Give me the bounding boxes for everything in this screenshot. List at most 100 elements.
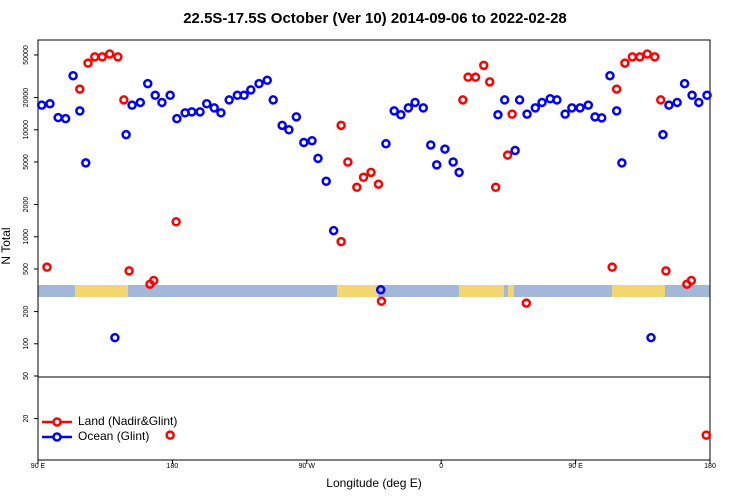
point: [284, 125, 294, 135]
point: [617, 158, 627, 168]
x-tick-label: 0: [439, 463, 443, 470]
point: [201, 99, 212, 109]
point: [661, 266, 671, 276]
point: [458, 95, 468, 105]
plot-frame: [37, 39, 711, 461]
point: [389, 106, 399, 116]
point: [143, 78, 153, 89]
point: [135, 97, 146, 108]
point: [75, 84, 85, 94]
point: [448, 157, 458, 167]
point: [642, 49, 653, 59]
point: [510, 145, 520, 156]
point: [262, 75, 272, 86]
point: [97, 52, 107, 62]
point: [299, 137, 309, 148]
point: [171, 217, 181, 227]
point: [611, 84, 622, 94]
legend-marker: [52, 432, 62, 442]
point: [583, 100, 594, 110]
point: [268, 95, 278, 105]
point: [157, 97, 167, 108]
y-tick-label: 10000: [23, 120, 30, 140]
point: [694, 97, 704, 108]
y-tick-label: 200: [23, 306, 30, 318]
point: [611, 106, 622, 116]
point: [119, 95, 129, 105]
point: [68, 70, 78, 81]
legend-label: Ocean (Glint): [78, 429, 149, 443]
legend-marker: [52, 417, 62, 427]
point: [373, 179, 384, 189]
point: [83, 58, 93, 68]
point: [239, 90, 249, 101]
point: [664, 100, 674, 110]
point: [60, 113, 71, 124]
point: [165, 430, 175, 440]
point: [376, 296, 387, 306]
series: [42, 49, 712, 440]
point: [254, 78, 264, 89]
y-tick-label: 20: [23, 415, 30, 423]
point: [172, 113, 182, 124]
point: [470, 72, 481, 82]
point: [328, 225, 339, 236]
point: [493, 110, 503, 120]
point: [375, 284, 386, 295]
point: [454, 167, 464, 178]
point: [635, 52, 645, 62]
point: [45, 99, 55, 109]
point: [484, 77, 495, 87]
x-tick-label: 90 W: [299, 463, 316, 470]
y-tick-label: 2000: [23, 197, 30, 213]
point: [195, 107, 205, 117]
point: [336, 236, 346, 247]
point: [658, 129, 668, 140]
point: [620, 58, 630, 68]
y-tick-label: 100: [23, 338, 30, 350]
point: [75, 106, 85, 116]
point: [490, 182, 501, 193]
point: [209, 103, 219, 113]
point: [560, 109, 570, 119]
point: [507, 109, 517, 119]
point: [381, 139, 391, 149]
land-strip: [459, 285, 504, 297]
point: [42, 262, 52, 272]
point: [521, 298, 532, 308]
point: [575, 103, 585, 113]
point: [81, 158, 91, 168]
point: [307, 135, 317, 146]
point: [702, 90, 712, 101]
point: [502, 150, 513, 160]
point: [607, 262, 617, 272]
x-axis-label: Longitude (deg E): [326, 476, 421, 490]
point: [277, 120, 287, 131]
point: [150, 90, 160, 101]
point: [440, 144, 450, 154]
point: [679, 78, 690, 89]
point: [649, 52, 660, 62]
land-strip: [337, 285, 378, 297]
point: [343, 157, 353, 167]
point: [686, 275, 697, 286]
x-tick-label: 90 E: [31, 463, 46, 470]
point: [605, 70, 615, 81]
point: [522, 109, 532, 119]
point: [224, 95, 234, 105]
y-tick-label: 1000: [23, 229, 30, 245]
land-strip: [508, 285, 514, 297]
point: [672, 97, 682, 108]
point: [366, 167, 376, 178]
y-tick-label: 50000: [23, 45, 30, 65]
x-tick-label: 90 E: [568, 463, 583, 470]
point: [514, 95, 525, 105]
y-tick-label: 500: [23, 263, 30, 275]
x-tick-label: 180: [167, 463, 179, 470]
y-tick-label: 20000: [23, 88, 30, 108]
x-tick-label: 180: [704, 463, 716, 470]
point: [124, 266, 134, 276]
y-tick-label: 5000: [23, 154, 30, 170]
surface-strip: [38, 285, 710, 297]
